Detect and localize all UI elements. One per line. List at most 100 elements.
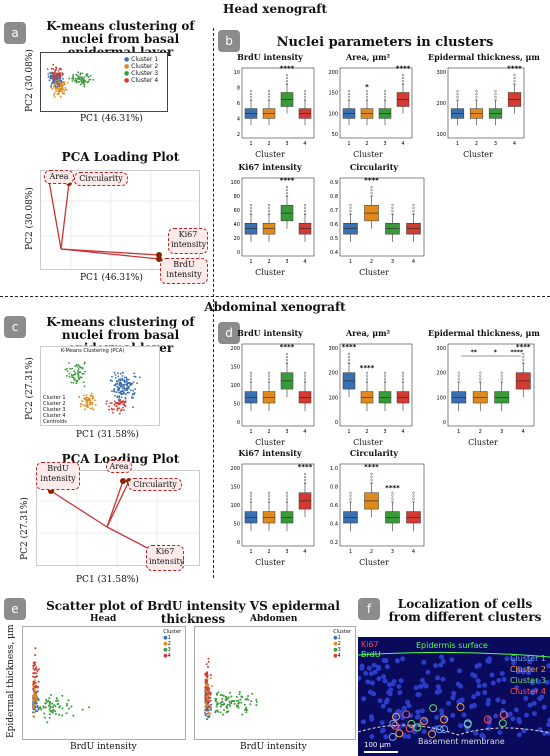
outlier xyxy=(285,352,289,355)
nucleus xyxy=(439,708,444,714)
nucleus xyxy=(458,723,464,729)
nucleus xyxy=(490,680,496,686)
nucleus xyxy=(372,669,378,675)
scatter-point xyxy=(83,361,86,364)
scatter-point xyxy=(120,401,123,404)
scatter-point xyxy=(84,403,87,406)
boxplot-title: Area, μm² xyxy=(345,328,391,338)
scatter-point xyxy=(217,702,220,705)
boxplot-title: Ki67 intensity xyxy=(238,162,302,172)
scatter-point xyxy=(75,365,77,367)
outlier xyxy=(303,90,307,93)
panel-e-abdomen-svg xyxy=(204,657,258,721)
boxplot-title: Circularity xyxy=(349,162,399,172)
y-tick-label: 0.5 xyxy=(330,236,338,242)
scatter-point xyxy=(74,373,77,376)
scatter-point xyxy=(74,80,76,82)
scatter-point xyxy=(208,687,211,690)
scatter-point xyxy=(43,712,46,715)
scatter-point xyxy=(63,81,65,84)
y-tick-label: 100 xyxy=(230,180,240,186)
scatter-point xyxy=(76,366,79,368)
scatter-point xyxy=(52,63,55,66)
scatter-point xyxy=(34,681,37,684)
y-tick-label: 100 xyxy=(328,395,338,401)
nucleus xyxy=(529,680,535,686)
scatter-point xyxy=(78,377,81,380)
panel-d-boxplot-2: Area, μm² 300 200 100 0 1 **** 2 **** 3 4 Cluster xyxy=(320,328,416,454)
scatter-point xyxy=(36,706,39,708)
scatter-point xyxy=(86,396,88,399)
x-tick-label: 3 xyxy=(285,429,288,435)
scatter-point xyxy=(247,698,250,701)
scatter-point xyxy=(219,702,222,705)
cluster-circle xyxy=(456,703,465,712)
nucleus xyxy=(384,664,390,670)
panel-b-boxplot-5: Circularity 0.9 0.8 0.7 0.6 0.5 0.4 1 2 **** 3 4 Clu… xyxy=(320,162,428,284)
nucleus xyxy=(458,683,464,689)
x-tick-label: 3 xyxy=(285,259,288,265)
outlier xyxy=(500,380,503,383)
nucleus xyxy=(381,658,387,663)
scatter-point xyxy=(66,375,68,377)
outlier xyxy=(522,358,525,361)
scatter-point xyxy=(77,372,79,375)
scatter-point xyxy=(69,367,71,370)
outlier xyxy=(267,497,271,500)
panel-a-legend: ● Cluster 1 ● Cluster 2 ● Cluster 3 ● Cl… xyxy=(124,56,159,84)
scatter-point xyxy=(247,695,250,697)
nucleus xyxy=(482,682,488,688)
outlier xyxy=(303,209,307,212)
scatter-point xyxy=(54,75,57,78)
scatter-point xyxy=(59,72,61,75)
scatter-point xyxy=(50,86,53,89)
y-tick-label: 2 xyxy=(237,132,240,138)
outlier xyxy=(391,497,394,500)
outlier xyxy=(303,371,307,374)
scatter-point xyxy=(207,660,210,663)
scatter-point xyxy=(72,75,74,78)
outlier xyxy=(383,99,387,102)
scatter-point xyxy=(51,87,54,90)
scatter-point xyxy=(81,367,84,370)
scatter-point xyxy=(209,674,212,676)
outlier xyxy=(500,377,503,380)
plot-frame xyxy=(241,177,315,257)
panel-e-abd-xlabel: BrdU intensity xyxy=(240,742,307,752)
scatter-point xyxy=(56,81,58,83)
scatter-point xyxy=(72,376,75,379)
scatter-point xyxy=(71,376,73,379)
outlier xyxy=(370,472,373,475)
scatter-point xyxy=(208,691,211,694)
scatter-point xyxy=(48,716,51,719)
outlier xyxy=(267,500,271,503)
panel-a-scatter-svg xyxy=(46,63,95,98)
outlier xyxy=(267,494,271,497)
nucleus xyxy=(515,669,521,675)
nucleus xyxy=(361,696,367,702)
boxplot-xlabel: Cluster xyxy=(468,438,498,447)
x-tick-label: 4 xyxy=(303,259,306,265)
scatter-point xyxy=(53,94,55,96)
scatter-point xyxy=(118,407,121,409)
nucleus xyxy=(449,657,455,663)
scatter-point xyxy=(113,390,116,393)
scatter-point xyxy=(53,92,56,95)
scatter-point xyxy=(80,76,82,78)
scatter-point xyxy=(220,703,223,706)
scatter-point xyxy=(132,406,134,409)
outlier xyxy=(249,203,253,206)
outlier xyxy=(475,90,478,93)
scatter-point xyxy=(79,83,82,86)
scatter-point xyxy=(63,92,66,95)
nucleus xyxy=(422,717,428,723)
nucleus xyxy=(359,665,365,671)
outlier xyxy=(285,358,289,361)
scatter-point xyxy=(89,399,92,402)
scatter-point xyxy=(113,403,116,406)
panel-f-micrograph: Ki67 BrdU Epidermis surface Basement mem… xyxy=(358,637,550,756)
scatter-point xyxy=(220,700,223,703)
scatter-point xyxy=(121,375,124,377)
scatter-point xyxy=(57,702,60,705)
scatter-point xyxy=(92,79,95,81)
